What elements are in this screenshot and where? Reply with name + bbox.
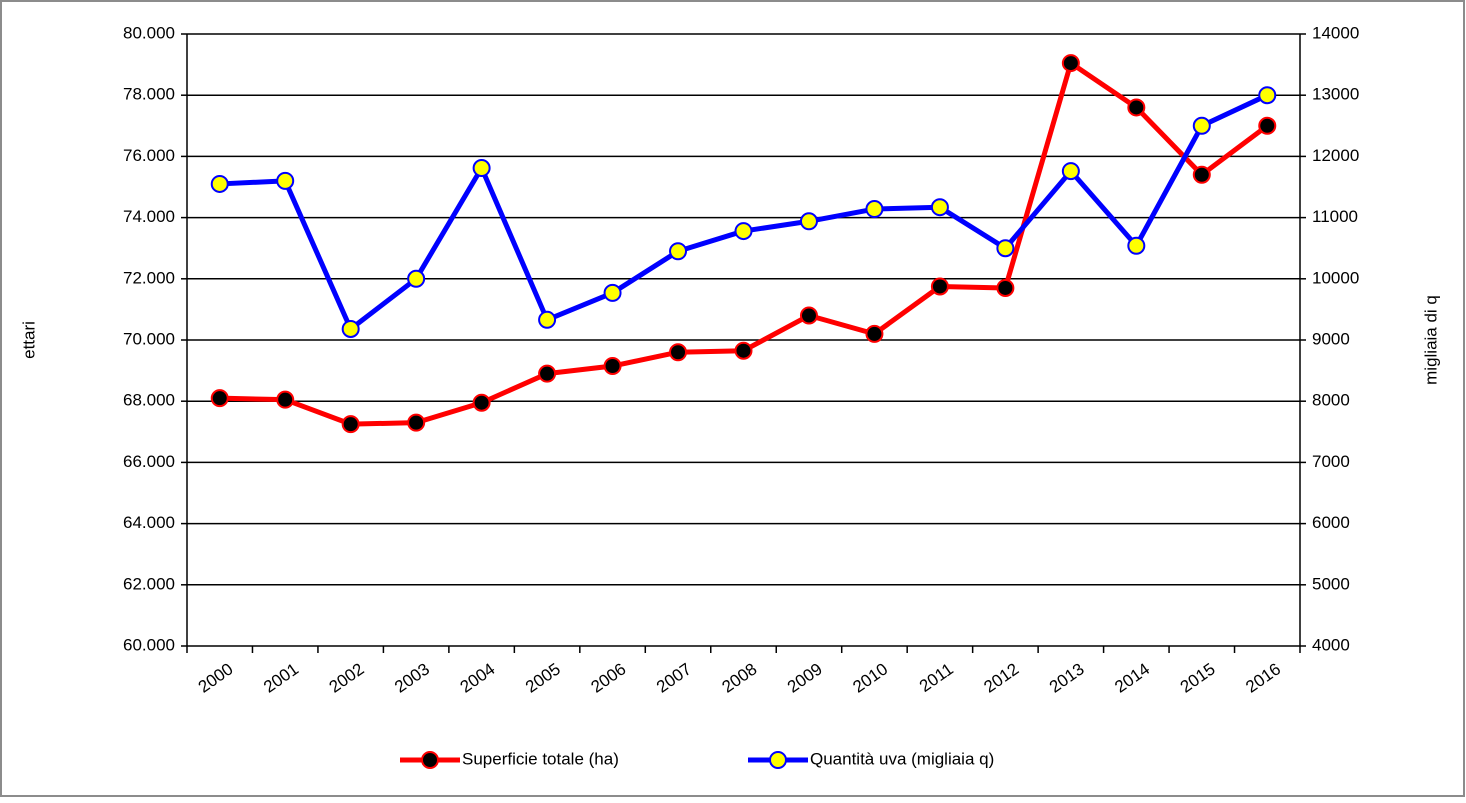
data-point xyxy=(930,277,949,296)
data-point xyxy=(603,283,622,302)
y2-tick-label: 7000 xyxy=(1312,452,1350,471)
data-point xyxy=(210,389,229,408)
legend-marker xyxy=(421,751,439,769)
y2-tick-label: 6000 xyxy=(1312,513,1350,532)
y2-tick-label: 4000 xyxy=(1312,635,1350,654)
data-point xyxy=(669,343,688,362)
y-tick-label: 80.000 xyxy=(123,23,175,42)
y2-tick-label: 12000 xyxy=(1312,146,1359,165)
data-point xyxy=(472,393,491,412)
y-tick-label: 66.000 xyxy=(123,452,175,471)
data-point xyxy=(538,364,557,383)
data-point xyxy=(407,269,426,288)
y2-tick-label: 10000 xyxy=(1312,268,1359,287)
data-point xyxy=(865,324,884,343)
data-point xyxy=(930,198,949,217)
data-point xyxy=(407,413,426,432)
data-point xyxy=(1258,86,1277,105)
data-point xyxy=(1061,162,1080,181)
data-point xyxy=(1127,236,1146,255)
y2-axis-label: migliaia di q xyxy=(1421,295,1440,385)
y-tick-label: 70.000 xyxy=(123,329,175,348)
y-tick-label: 74.000 xyxy=(123,207,175,226)
data-point xyxy=(341,319,360,338)
y-tick-label: 62.000 xyxy=(123,574,175,593)
data-point xyxy=(734,341,753,360)
data-point xyxy=(1192,165,1211,184)
y2-tick-label: 14000 xyxy=(1312,23,1359,42)
data-point xyxy=(996,239,1015,258)
y2-tick-label: 9000 xyxy=(1312,329,1350,348)
data-point xyxy=(210,174,229,193)
data-point xyxy=(603,357,622,376)
y2-tick-label: 13000 xyxy=(1312,85,1359,104)
y-tick-label: 64.000 xyxy=(123,513,175,532)
data-point xyxy=(799,306,818,325)
y2-tick-label: 11000 xyxy=(1312,207,1358,226)
data-point xyxy=(865,200,884,219)
y2-tick-label: 8000 xyxy=(1312,391,1350,410)
data-point xyxy=(276,171,295,190)
y-tick-label: 60.000 xyxy=(123,635,175,654)
data-point xyxy=(1061,54,1080,73)
y-tick-label: 76.000 xyxy=(123,146,175,165)
data-point xyxy=(341,415,360,434)
legend-label: Superficie totale (ha) xyxy=(462,749,619,768)
data-point xyxy=(1258,116,1277,135)
data-point xyxy=(1192,116,1211,135)
y-tick-label: 68.000 xyxy=(123,391,175,410)
y-axis-label: ettari xyxy=(19,321,38,359)
data-point xyxy=(472,159,491,178)
data-point xyxy=(538,310,557,329)
legend-marker xyxy=(769,751,787,769)
data-point xyxy=(669,242,688,261)
y-tick-label: 72.000 xyxy=(123,268,175,287)
legend-label: Quantità uva (migliaia q) xyxy=(810,749,994,768)
y-tick-label: 78.000 xyxy=(123,85,175,104)
y2-tick-label: 5000 xyxy=(1312,574,1350,593)
data-point xyxy=(734,222,753,241)
data-point xyxy=(1127,98,1146,117)
data-point xyxy=(799,212,818,231)
data-point xyxy=(276,390,295,409)
data-point xyxy=(996,278,1015,297)
